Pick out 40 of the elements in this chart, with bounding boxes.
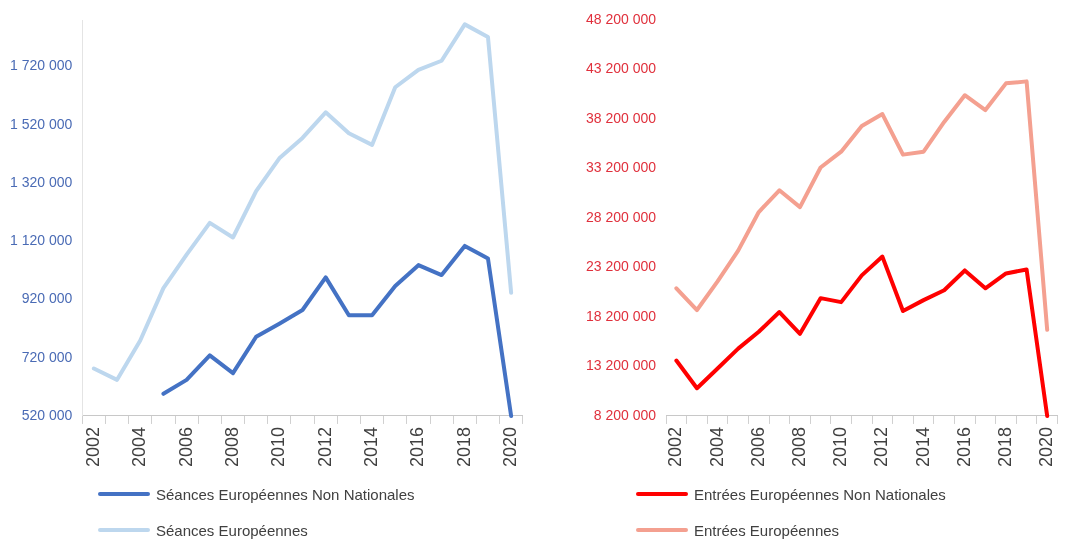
y-tick-label: 520 000	[21, 406, 73, 423]
x-tick-label: 2020	[500, 426, 521, 467]
x-tick-label: 2016	[953, 426, 974, 467]
x-tick-label: 2008	[788, 426, 809, 467]
x-tick-label: 2010	[830, 426, 851, 467]
y-tick-label: 1 120 000	[9, 232, 73, 249]
y-tick-label: 33 200 000	[585, 159, 657, 176]
x-tick-label: 2006	[175, 426, 196, 467]
y-tick-label: 13 200 000	[585, 357, 657, 374]
legend-label: Séances Européennes Non Nationales	[156, 485, 415, 503]
x-tick-label: 2010	[268, 426, 289, 467]
legend-label: Séances Européennes	[156, 521, 308, 539]
y-tick-label: 18 200 000	[585, 307, 657, 324]
x-tick-label: 2012	[314, 426, 335, 467]
y-tick-label: 720 000	[21, 348, 73, 365]
legend-label: Entrées Européennes	[694, 521, 840, 539]
x-tick-label: 2016	[407, 426, 428, 467]
x-tick-label: 2012	[871, 426, 892, 467]
x-tick-label: 2008	[221, 426, 242, 467]
x-tick-label: 2018	[994, 426, 1015, 467]
x-tick-label: 2006	[747, 426, 768, 467]
y-tick-label: 8 200 000	[593, 406, 657, 423]
x-tick-label: 2014	[912, 426, 933, 467]
legend-label: Entrées Européennes Non Nationales	[694, 485, 946, 503]
x-tick-label: 2014	[361, 426, 382, 467]
y-tick-label: 28 200 000	[585, 208, 657, 225]
y-tick-label: 48 200 000	[585, 10, 657, 27]
x-tick-label: 2004	[706, 426, 727, 467]
y-tick-label: 43 200 000	[585, 60, 657, 77]
x-tick-label: 2002	[82, 426, 103, 467]
y-tick-label: 38 200 000	[585, 109, 657, 126]
y-tick-label: 1 720 000	[9, 57, 73, 74]
y-tick-label: 1 320 000	[9, 173, 73, 190]
y-tick-label: 1 520 000	[9, 115, 73, 132]
x-tick-label: 2020	[1036, 426, 1057, 467]
x-tick-label: 2018	[453, 426, 474, 467]
x-tick-label: 2002	[665, 426, 686, 467]
x-tick-label: 2004	[129, 426, 150, 467]
y-tick-label: 920 000	[21, 290, 73, 307]
y-tick-label: 23 200 000	[585, 258, 657, 275]
